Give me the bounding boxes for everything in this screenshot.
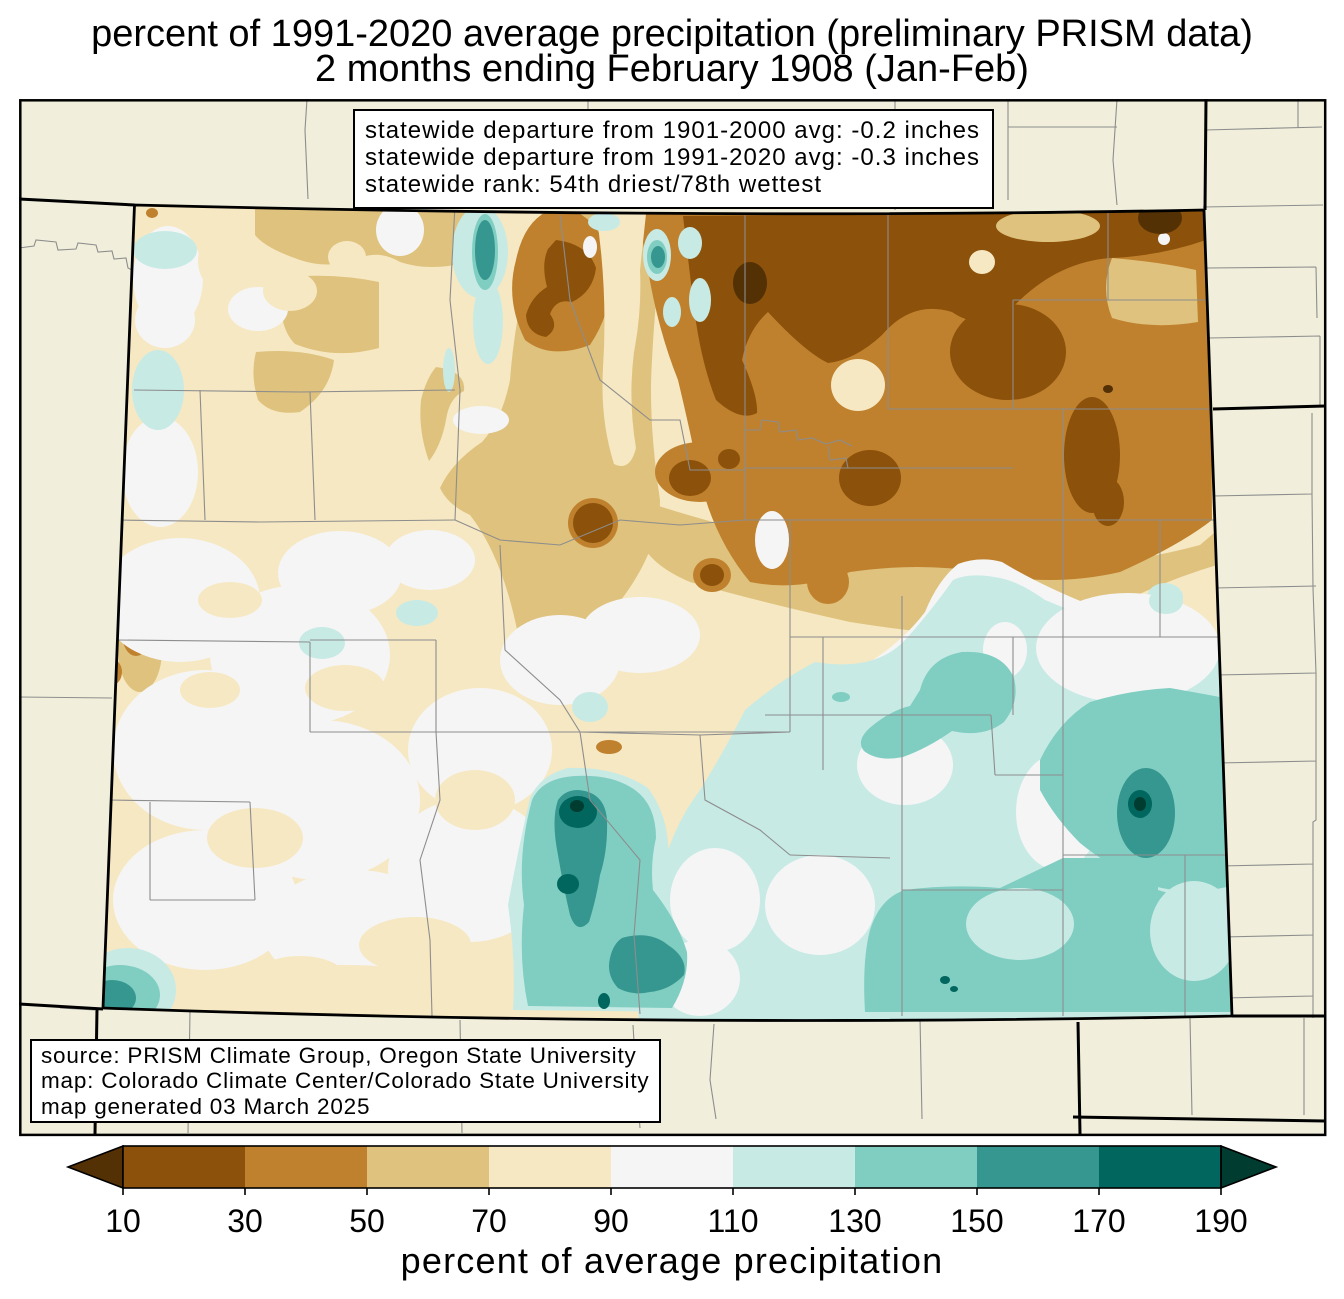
svg-text:70: 70 [471,1203,507,1239]
svg-text:90: 90 [593,1203,629,1239]
svg-text:30: 30 [227,1203,263,1239]
svg-text:percent of average precipitati: percent of average precipitation [401,1240,944,1281]
svg-text:170: 170 [1072,1203,1125,1239]
svg-text:130: 130 [828,1203,881,1239]
svg-text:10: 10 [105,1203,141,1239]
svg-text:110: 110 [707,1203,758,1239]
svg-text:150: 150 [950,1203,1003,1239]
svg-text:50: 50 [349,1203,385,1239]
svg-text:190: 190 [1194,1203,1247,1239]
